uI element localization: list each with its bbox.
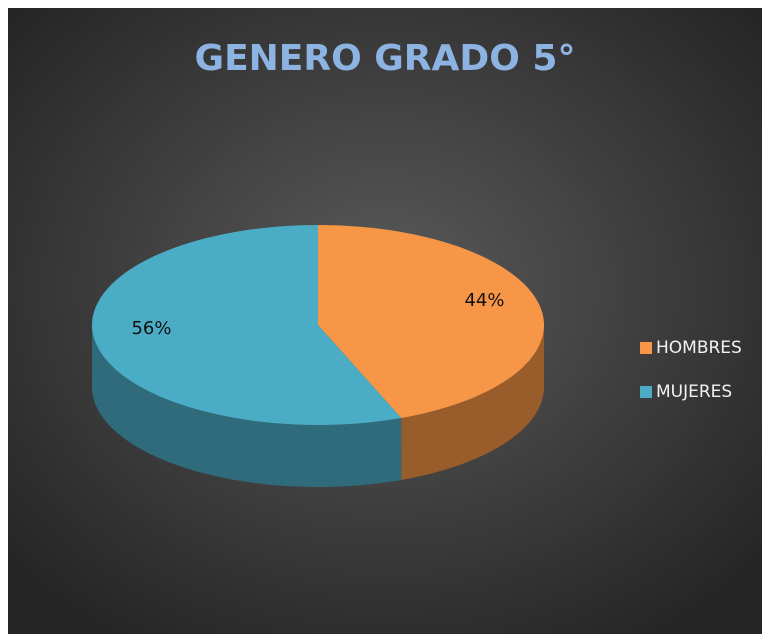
chart-title: GENERO GRADO 5° [195, 38, 576, 79]
legend-swatch [640, 342, 652, 354]
pie-slice [318, 225, 544, 418]
legend-label: HOMBRES [656, 338, 742, 358]
legend-swatch [640, 386, 652, 398]
legend: HOMBRES MUJERES [640, 338, 742, 402]
pie: 44% 56% [92, 225, 544, 487]
data-label: 56% [131, 318, 171, 339]
data-label: 44% [464, 290, 504, 311]
pie-slice-side [92, 325, 402, 487]
pie-slice-side [401, 325, 544, 480]
pie-slice [92, 225, 402, 425]
legend-label: MUJERES [656, 382, 732, 402]
